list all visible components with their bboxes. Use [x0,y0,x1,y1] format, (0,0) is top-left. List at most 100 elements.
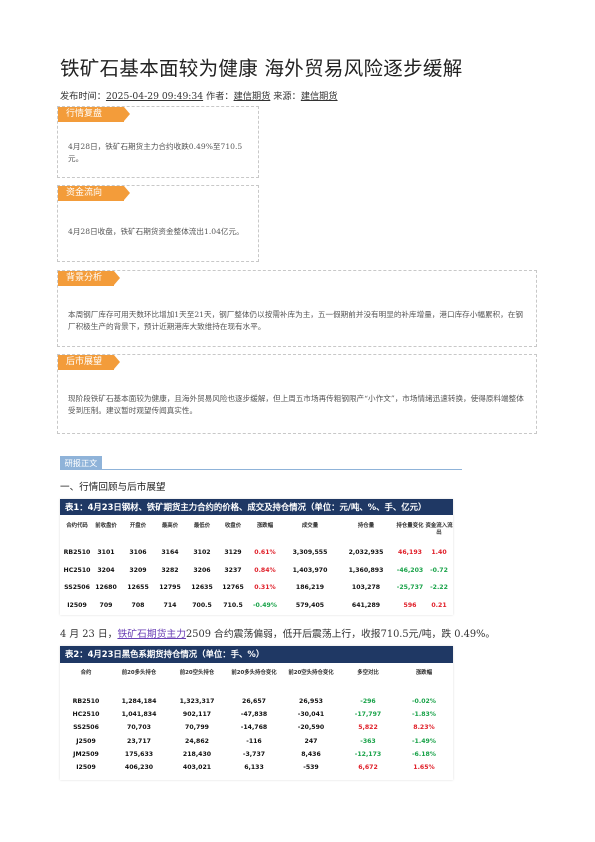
table-cell: 186,219 [295,584,325,591]
table-cell: -6.18% [411,750,437,758]
table-cell: 3209 [129,566,147,574]
table-cell: 247 [304,737,318,745]
column-header: 收盘价 [224,523,242,529]
table-cell: -25,737 [396,584,424,591]
table-cell: 70,703 [127,724,151,732]
paragraph: 4 月 23 日，铁矿石期货主力2509 合约震荡偏弱，低开后震荡上行，收报71… [60,626,495,640]
table-cell: 1,041,834 [121,711,157,719]
article-title: 铁矿石基本面较为健康 海外贸易风险逐步缓解 [60,57,463,80]
table-cell: 6,672 [358,764,378,771]
table-cell: -539 [303,764,319,771]
table-cell: 3101 [97,549,115,556]
meta-author: 建信期货 [233,91,271,102]
table-cell: 12635 [191,584,213,591]
table-cell: SS2506 [73,724,99,732]
table-cell: -3,737 [242,750,266,758]
table-cell: -296 [360,698,376,705]
para-pre: 4 月 23 日， [60,629,118,640]
table-cell: JM2509 [73,750,99,758]
section-tag: 行情复盘 [58,107,130,122]
table-cell: 24,862 [185,737,209,745]
table-cell: 710.5 [223,601,243,609]
table-cell: -116 [246,737,262,745]
column-header: 涨跌幅 [256,523,274,529]
table-cell: -363 [360,737,376,745]
section-fund-flow: 资金流向 4月28日收盘，铁矿石期货资金整体流出1.04亿元。 [57,185,259,262]
table-cell: 0.31% [254,584,276,591]
section-text: 4月28日收盘，铁矿石期货资金整体流出1.04亿元。 [68,227,244,236]
table-cell: 6,133 [244,764,264,771]
table-cell: -14,768 [240,724,268,732]
divider [60,469,462,470]
column-header: 最高价 [161,523,179,529]
article-meta: 发布时间：2025-04-29 09:49:34 作者：建信期货 来源：建信期货 [60,88,338,102]
table-cell: 1,323,317 [179,698,215,705]
table-cell: 23,717 [127,737,151,745]
table-cell: 1,284,184 [121,698,157,705]
column-header: 涨跌幅 [415,670,433,676]
table-cell: 3106 [129,549,147,556]
table-cell: 714 [163,601,177,609]
table-cell: 406,230 [124,764,154,771]
table-cell: 700.5 [192,601,212,609]
table-cell: 3102 [193,549,211,556]
section-text: 本周钢厂库存可用天数环比增加1天至21天，钢厂整体仍以按需补库为主，五一假期前并… [68,310,523,331]
column-header: 合约代码 [66,523,88,529]
table-cell: 3204 [97,566,115,574]
table-cell: 12795 [159,584,181,591]
column-header: 前收盘价 [95,523,117,529]
table-cell: SS2506 [64,584,90,591]
section-market-review: 行情复盘 4月28日，铁矿石期货主力合约收跌0.49%至710.5元。 [57,106,259,178]
table-cell: -30,041 [297,711,325,719]
iron-ore-futures-link[interactable]: 铁矿石期货主力 [117,629,187,640]
column-header: 合约 [80,670,92,676]
section-tag: 背景分析 [58,271,120,286]
column-header: 开盘价 [129,523,147,529]
table-cell: 26,657 [242,698,266,705]
column-header: 前20多头持仓变化 [231,670,277,676]
meta-source-label: 来源： [270,91,301,102]
table-positions: 表2：4月23日黑色系期货持仓情况（单位：手、%） 合约 前20多头持仓 前20空头… [60,646,453,780]
table-cell: -0.49% [252,601,278,609]
table-cell: -17,797 [354,711,382,719]
table-cell: 403,021 [182,764,212,771]
table-cell: 26,953 [299,698,323,705]
table-title: 表1：4月23日钢材、铁矿期货主力合约的价格、成交及持仓情况（单位：元/吨、%、… [60,499,453,515]
table-cell: 12655 [127,584,149,591]
table-cell: HC2510 [63,566,91,574]
table-cell: 579,405 [295,601,325,609]
column-header: 持仓量 [357,523,375,529]
column-header: 持仓量变化 [396,523,424,529]
meta-prefix: 发布时间： [60,91,106,102]
table-cell: 46,193 [398,549,422,556]
table-cell: 1,403,970 [292,566,328,574]
table-cell: 175,633 [124,750,154,758]
table-cell: 3164 [161,549,179,556]
table-cell: 8.23% [413,724,435,732]
table-cell: -20,590 [297,724,325,732]
table-cell: J2509 [76,737,96,745]
section-heading: 一、行情回顾与后市展望 [60,482,166,493]
table-cell: -0.72 [430,566,448,574]
table-cell: -47,838 [240,711,268,719]
table-futures-price: 表1：4月23日钢材、铁矿期货主力合约的价格、成交及持仓情况（单位：元/吨、%、… [60,499,453,615]
table-cell: 3129 [224,549,242,556]
column-header: 最低价 [193,523,211,529]
table-cell: 0.61% [254,549,276,556]
table-cell: 3282 [161,566,179,574]
section-outlook: 后市展望 现阶段铁矿石基本面较为健康，且海外贸易风险也逐步缓解，但上周五市场再传… [57,354,537,434]
table-cell: 8,436 [301,750,321,758]
meta-author-label: 作者： [203,91,234,102]
table-cell: 218,430 [182,750,212,758]
table-cell: I2509 [67,601,87,609]
para-post: 2509 合约震荡偏弱，低开后震荡上行，收报710.5元/吨，跌 0.49%。 [186,629,496,640]
table-cell: 3,309,555 [292,549,328,556]
section-background: 背景分析 本周钢厂库存可用天数环比增加1天至21天，钢厂整体仍以按需补库为主，五… [57,270,537,347]
table-cell: 1.65% [413,764,435,771]
table-cell: 3237 [224,566,242,574]
table-cell: -0.02% [411,698,437,705]
table-cell: 0.84% [254,566,276,574]
research-tag: 研报正文 [60,456,102,470]
table-cell: 5,822 [358,724,378,732]
table-title: 表2：4月23日黑色系期货持仓情况（单位：手、%） [60,646,453,663]
